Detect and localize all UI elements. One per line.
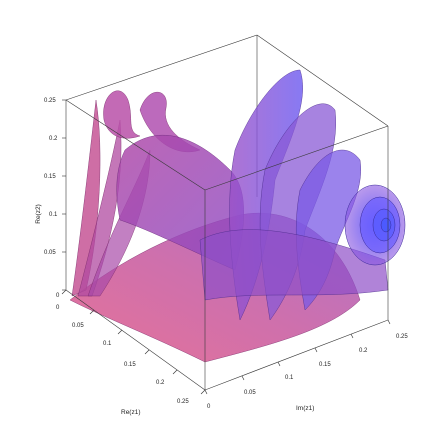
- vertical-tick-labels: 0.25 0.2 0.15 0.1 0.05 0: [44, 98, 60, 299]
- right-depth-axis-label: Im(z1): [296, 405, 314, 412]
- right-depth-tick-label: 0.25: [396, 334, 408, 340]
- left-depth-tick-label: 0.25: [177, 399, 189, 405]
- left-depth-tick-label: 0: [56, 305, 60, 311]
- right-depth-tick-label: 0: [207, 404, 211, 410]
- right-depth-tick-label: 0.2: [359, 348, 368, 354]
- vertical-tick-label: 0.25: [44, 98, 56, 104]
- right-depth-tick-label: 0.05: [244, 390, 256, 396]
- right-depth-tick-label: 0.15: [319, 362, 331, 368]
- left-depth-axis-label: Re(z1): [121, 409, 141, 416]
- vertical-tick-marks: [62, 99, 66, 291]
- left-depth-tick-label: 0.2: [156, 380, 165, 386]
- left-depth-tick-marks: [61, 289, 206, 395]
- right-depth-tick-label: 0.1: [285, 375, 294, 381]
- right-depth-tick-labels: 0 0.05 0.1 0.15 0.2 0.25: [207, 334, 408, 410]
- vertical-axis-label: Re(z2): [35, 204, 42, 224]
- vertical-tick-label: 0.1: [49, 212, 58, 218]
- surfaces: [69, 69, 406, 363]
- surface-spiral: [344, 184, 406, 266]
- vertical-tick-label: 0.15: [44, 174, 56, 180]
- vertical-tick-label: 0: [56, 293, 60, 299]
- left-depth-tick-label: 0.15: [124, 362, 136, 368]
- left-depth-tick-label: 0.05: [72, 323, 84, 329]
- vertical-tick-label: 0.2: [49, 136, 58, 142]
- left-depth-tick-labels: 0 0.05 0.1 0.15 0.2 0.25: [56, 305, 189, 405]
- vertical-tick-label: 0.05: [44, 250, 56, 256]
- box-front-edges: [65, 99, 389, 391]
- right-depth-tick-marks: [204, 319, 391, 395]
- left-depth-tick-label: 0.1: [103, 341, 112, 347]
- surface-top-curl-left: [103, 90, 141, 139]
